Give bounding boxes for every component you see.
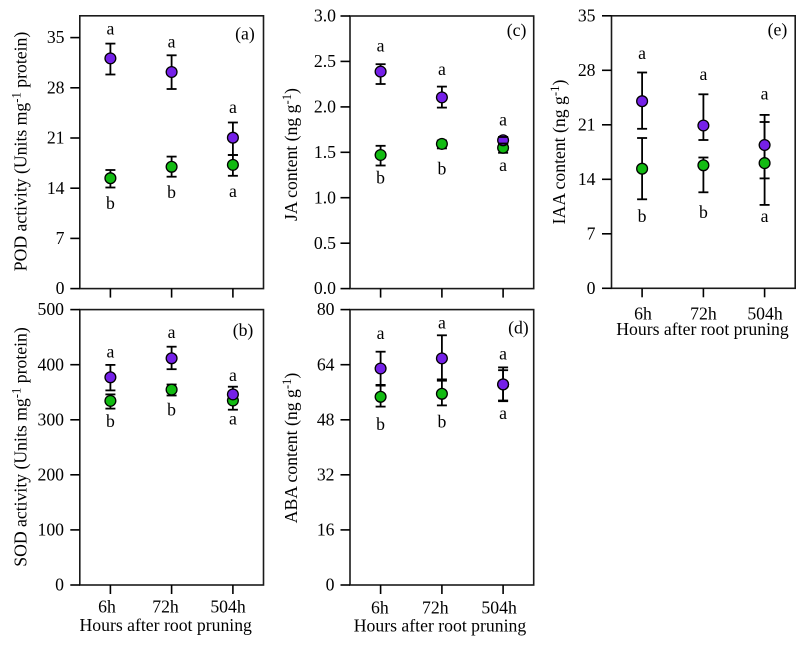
svg-text:SOD activity (Units mg-1​ prot: SOD activity (Units mg-1​ protein): [10, 327, 31, 567]
svg-text:a: a: [499, 155, 507, 175]
svg-text:32: 32: [317, 464, 335, 484]
svg-text:(d): (d): [508, 317, 529, 337]
svg-text:0: 0: [56, 278, 65, 298]
svg-text:a: a: [499, 344, 507, 364]
svg-text:JA content (ng g-1​): JA content (ng g-1​): [280, 88, 301, 221]
svg-text:28: 28: [578, 60, 596, 80]
svg-text:6h: 6h: [371, 598, 389, 618]
svg-text:504h: 504h: [747, 304, 783, 324]
svg-text:35: 35: [47, 27, 65, 47]
svg-text:0: 0: [587, 278, 596, 298]
svg-text:b: b: [167, 182, 176, 202]
svg-text:0.0: 0.0: [314, 278, 336, 298]
svg-text:48: 48: [317, 409, 335, 429]
svg-text:14: 14: [47, 178, 65, 198]
svg-text:a: a: [699, 64, 707, 84]
svg-text:a: a: [229, 408, 237, 428]
svg-text:35: 35: [578, 5, 596, 25]
svg-text:0: 0: [55, 575, 64, 595]
svg-text:b: b: [437, 412, 446, 432]
svg-text:POD activity (Units mg-1​ prot: POD activity (Units mg-1​ protein): [10, 32, 31, 272]
svg-text:a: a: [761, 84, 769, 104]
svg-text:b: b: [699, 202, 708, 222]
svg-text:7: 7: [587, 223, 596, 243]
svg-text:28: 28: [47, 77, 65, 97]
svg-text:a: a: [168, 322, 176, 342]
svg-text:16: 16: [317, 520, 335, 540]
svg-text:3.0: 3.0: [314, 6, 336, 26]
svg-text:a: a: [761, 206, 769, 226]
svg-text:a: a: [499, 109, 507, 129]
svg-text:2.0: 2.0: [314, 97, 336, 117]
svg-text:300: 300: [37, 409, 64, 429]
svg-text:64: 64: [317, 354, 335, 374]
svg-text:a: a: [499, 403, 507, 423]
svg-text:b: b: [167, 400, 176, 420]
svg-text:6h: 6h: [634, 304, 652, 324]
svg-text:80: 80: [317, 299, 335, 319]
svg-text:400: 400: [37, 354, 64, 374]
svg-text:a: a: [438, 313, 446, 333]
svg-text:21: 21: [578, 114, 596, 134]
svg-text:72h: 72h: [152, 597, 179, 617]
svg-text:0: 0: [326, 575, 335, 595]
svg-text:b: b: [106, 193, 115, 213]
svg-text:(e): (e): [768, 19, 788, 39]
svg-text:72h: 72h: [690, 304, 717, 324]
svg-text:a: a: [229, 181, 237, 201]
svg-text:a: a: [106, 342, 114, 362]
svg-text:72h: 72h: [422, 598, 449, 618]
svg-text:2.5: 2.5: [314, 51, 336, 71]
svg-text:14: 14: [578, 169, 596, 189]
svg-text:6h: 6h: [98, 597, 116, 617]
svg-text:a: a: [638, 43, 646, 63]
svg-text:Hours after root pruning: Hours after root pruning: [354, 616, 527, 636]
svg-text:a: a: [106, 18, 114, 38]
svg-text:a: a: [168, 31, 176, 51]
svg-text:IAA content (ng g-1​): IAA content (ng g-1​): [548, 80, 569, 225]
svg-text:Hours after root pruning: Hours after root pruning: [616, 319, 789, 339]
svg-text:b: b: [376, 414, 385, 434]
svg-text:(c): (c): [507, 20, 527, 40]
svg-text:500: 500: [37, 299, 64, 319]
svg-text:ABA content (ng g-1​): ABA content (ng g-1​): [280, 373, 301, 524]
svg-text:21: 21: [47, 128, 65, 148]
svg-text:a: a: [229, 97, 237, 117]
svg-text:504h: 504h: [481, 598, 517, 618]
svg-text:100: 100: [37, 520, 64, 540]
svg-text:b: b: [106, 411, 115, 431]
svg-text:(a): (a): [235, 24, 255, 44]
svg-text:0.5: 0.5: [314, 233, 336, 253]
svg-text:b: b: [638, 206, 647, 226]
svg-text:(b): (b): [233, 320, 254, 340]
svg-text:1.0: 1.0: [314, 187, 336, 207]
svg-text:a: a: [377, 323, 385, 343]
svg-text:200: 200: [37, 464, 64, 484]
svg-text:b: b: [437, 158, 446, 178]
svg-text:a: a: [438, 59, 446, 79]
svg-text:7: 7: [56, 228, 65, 248]
svg-text:504h: 504h: [210, 597, 246, 617]
svg-text:a: a: [377, 35, 385, 55]
svg-text:a: a: [229, 365, 237, 385]
svg-text:1.5: 1.5: [314, 142, 336, 162]
svg-text:Hours after root pruning: Hours after root pruning: [79, 615, 252, 635]
svg-text:b: b: [376, 168, 385, 188]
